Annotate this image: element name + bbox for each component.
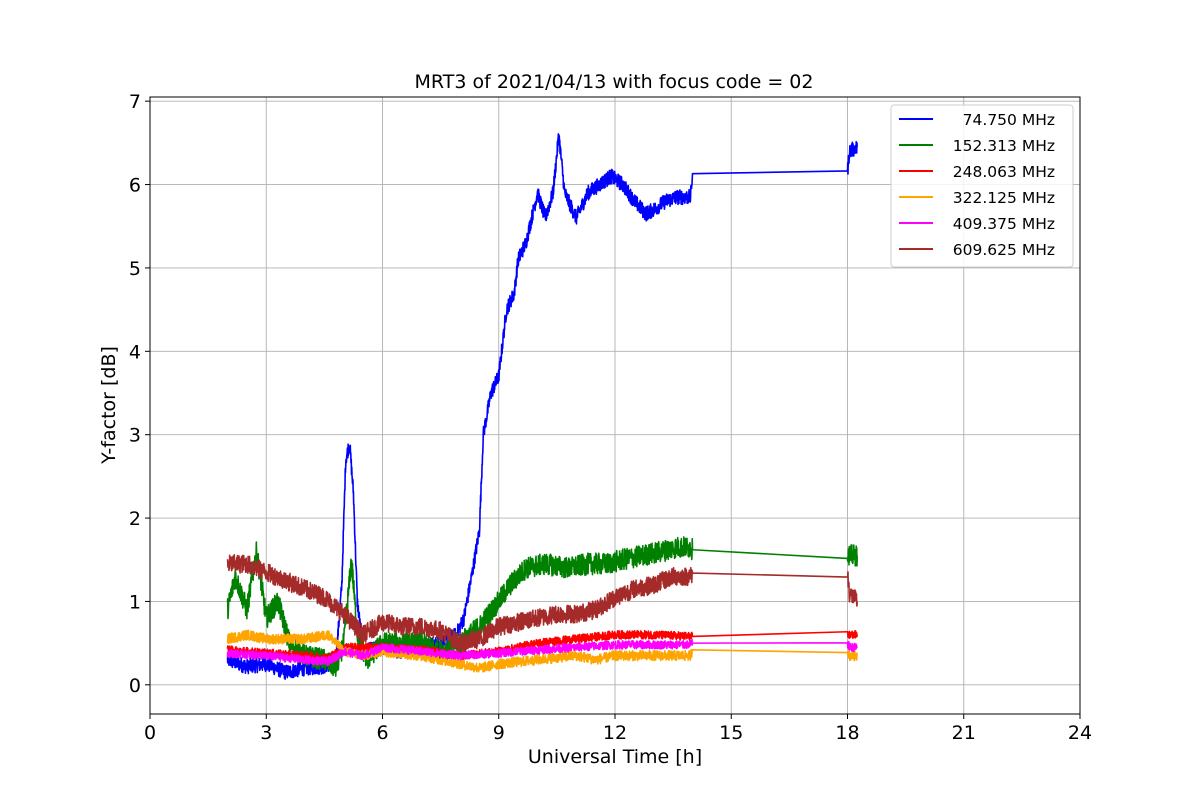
- legend: 74.750 MHz 152.313 MHz 248.063 MHz 322.125 …: [890, 104, 1074, 268]
- x-tick-label: 24: [1068, 722, 1092, 744]
- y-tick-label: 7: [129, 91, 141, 113]
- y-tick-label: 6: [129, 175, 141, 197]
- y-tick-label: 1: [129, 591, 141, 613]
- legend-label: 609.625 MHz: [953, 241, 1055, 259]
- x-tick-label: 9: [493, 722, 505, 744]
- x-tick-label: 18: [835, 722, 859, 744]
- legend-label: 74.750 MHz: [963, 111, 1055, 129]
- legend-label: 409.375 MHz: [953, 215, 1055, 233]
- y-tick-label: 5: [129, 258, 141, 280]
- series-lines: [226, 133, 858, 681]
- y-axis-title: Y-factor [dB]: [98, 346, 120, 465]
- x-tick-label: 15: [719, 722, 743, 744]
- legend-label: 152.313 MHz: [953, 137, 1055, 155]
- x-tick-label: 0: [144, 722, 156, 744]
- legend-label: 322.125 MHz: [953, 189, 1055, 207]
- x-tick-label: 3: [260, 722, 272, 744]
- x-tick-label: 21: [952, 722, 976, 744]
- series-line: [226, 629, 858, 673]
- x-tick-label: 12: [603, 722, 627, 744]
- series-line: [226, 554, 858, 653]
- y-tick-label: 3: [129, 425, 141, 447]
- y-tick-label: 0: [129, 675, 141, 697]
- legend-box: [890, 104, 1074, 268]
- series-line: [226, 638, 858, 667]
- legend-label: 248.063 MHz: [953, 163, 1055, 181]
- x-tick-label: 6: [376, 722, 388, 744]
- series-line: [226, 133, 858, 681]
- x-axis-title: Universal Time [h]: [528, 746, 702, 768]
- y-tick-label: 2: [129, 508, 141, 530]
- y-tick-label: 4: [129, 341, 141, 363]
- chart-title: MRT3 of 2021/04/13 with focus code = 02: [415, 71, 814, 93]
